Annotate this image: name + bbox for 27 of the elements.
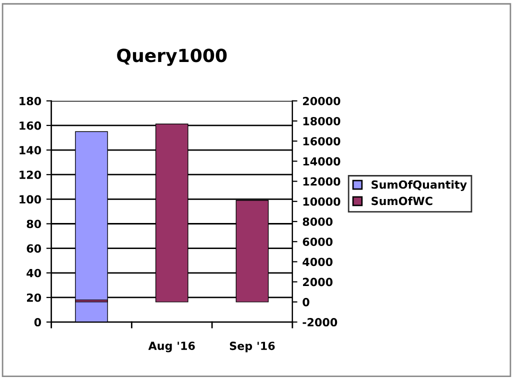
y2-tick-label: 14000 bbox=[303, 157, 340, 166]
y-tick-label: 40 bbox=[26, 268, 42, 278]
y-tick-label: 180 bbox=[20, 96, 42, 106]
y-tick-label: 60 bbox=[26, 244, 42, 253]
legend-label: SumOfQuantity bbox=[372, 180, 467, 192]
legend-label: SumOfWC bbox=[372, 196, 432, 206]
y-tick-label: 160 bbox=[20, 121, 42, 130]
y-tick-label: 120 bbox=[20, 170, 42, 179]
y2-tick-label: 0 bbox=[302, 298, 310, 306]
x-tick-label: Sep '16 bbox=[230, 342, 275, 352]
y2-tick-label: 2000 bbox=[303, 278, 333, 286]
y-tick-label: 80 bbox=[26, 220, 42, 228]
y2-tick-label: 10000 bbox=[303, 197, 340, 206]
y2-tick-label: 18000 bbox=[303, 116, 340, 126]
y-tick-label: 20 bbox=[26, 293, 42, 302]
y-tick-label: 100 bbox=[20, 195, 42, 204]
y2-tick-label: 4000 bbox=[302, 258, 333, 266]
y2-tick-label: 20000 bbox=[303, 96, 340, 106]
y2-tick-label: 8000 bbox=[302, 217, 333, 226]
chart-title: Query1000 bbox=[117, 48, 227, 66]
y2-tick-label: 6000 bbox=[302, 238, 333, 246]
y-tick-label: 0 bbox=[34, 318, 42, 326]
y2-tick-label: 12000 bbox=[303, 177, 340, 186]
y2-tick-label: -2000 bbox=[302, 318, 338, 326]
y-tick-label: 140 bbox=[20, 146, 42, 154]
y2-tick-label: 16000 bbox=[303, 137, 340, 146]
x-tick-label: Aug '16 bbox=[148, 342, 195, 352]
